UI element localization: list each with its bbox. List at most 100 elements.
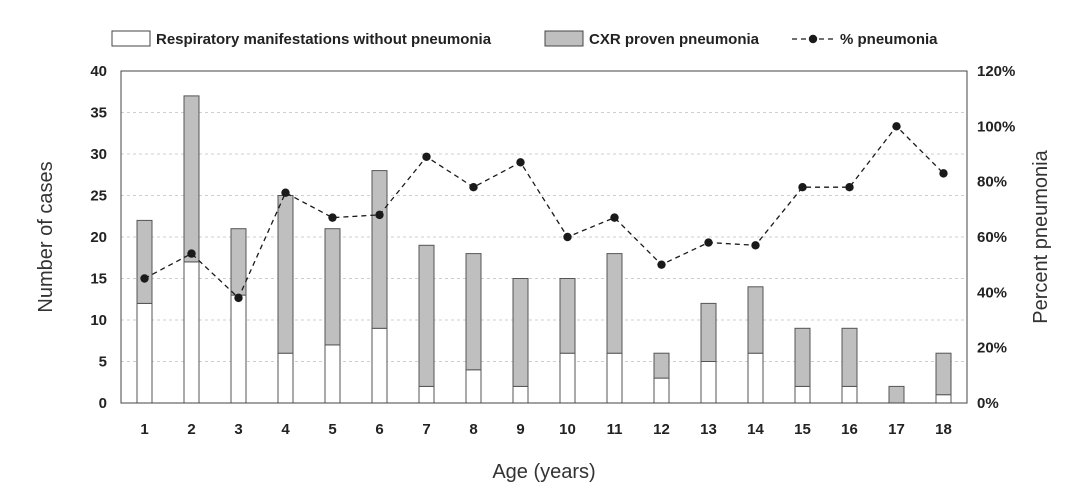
legend-label-without-pneumonia: Respiratory manifestations without pneum… [156, 31, 492, 48]
bar-cxr-pneumonia [465, 253, 482, 371]
y-tick-label: 10 [90, 312, 107, 329]
percent-pneumonia-point [939, 169, 948, 178]
bar-without-pneumonia [559, 352, 576, 404]
bar-cxr-pneumonia [747, 286, 764, 354]
y-tick-label: 0 [99, 395, 107, 412]
bar-cxr-pneumonia [324, 228, 341, 346]
gridlines [121, 112, 967, 362]
y-tick-label: 35 [90, 105, 107, 122]
bar-without-pneumonia [700, 361, 717, 404]
bar-cxr-pneumonia [136, 219, 153, 304]
x-tick-label: 11 [607, 421, 623, 438]
percent-pneumonia-point [422, 152, 431, 161]
percent-line [140, 122, 948, 303]
bar-cxr-pneumonia [183, 95, 200, 263]
x-tick-label: 13 [700, 421, 717, 438]
x-axis-ticks: 1 2 3 4 5 6 7 8 9 10 11 12 13 14 15 16 17 18 [140, 421, 952, 438]
percent-pneumonia-point [563, 232, 572, 242]
bar-cxr-pneumonia [371, 170, 388, 329]
bar-without-pneumonia [465, 369, 482, 404]
y-axis-right-ticks: 0% 20% 40% 60% 80% 100% 120% [977, 63, 1015, 412]
percent-pneumonia-point [798, 183, 807, 192]
bar-cxr-pneumonia [559, 278, 576, 354]
y-tick-label: 5 [99, 354, 107, 371]
y-right-tick-label: 60% [977, 229, 1007, 246]
bar-cxr-pneumonia [935, 352, 952, 396]
bar-without-pneumonia [277, 352, 294, 404]
bar-without-pneumonia [794, 385, 811, 404]
bar-without-pneumonia [747, 352, 764, 404]
legend-swatch-cxr-pneumonia [544, 30, 584, 47]
bar-without-pneumonia [841, 385, 858, 404]
percent-pneumonia-point [140, 274, 149, 283]
bar-cxr-pneumonia [888, 385, 905, 404]
bar-cxr-pneumonia [277, 195, 294, 354]
percent-pneumonia-point [845, 183, 854, 192]
percent-pneumonia-point [516, 158, 525, 167]
bar-cxr-pneumonia [794, 327, 811, 387]
x-tick-label: 14 [747, 421, 764, 438]
x-tick-label: 17 [888, 421, 905, 438]
percent-pneumonia-line [144, 125, 944, 299]
bar-without-pneumonia [324, 344, 341, 404]
percent-pneumonia-point [328, 213, 337, 222]
y-right-tick-label: 120% [977, 63, 1015, 80]
y-right-tick-label: 40% [977, 284, 1007, 301]
legend-label-cxr-pneumonia: CXR proven pneumonia [589, 31, 760, 48]
y-right-tick-label: 80% [977, 174, 1007, 191]
x-tick-label: 1 [140, 421, 148, 438]
y-tick-label: 15 [90, 271, 107, 288]
legend-swatch-percent-marker [808, 34, 818, 44]
x-tick-label: 3 [234, 421, 242, 438]
bar-without-pneumonia [512, 385, 529, 404]
bar-without-pneumonia [653, 377, 670, 404]
bar-cxr-pneumonia [606, 253, 623, 354]
x-tick-label: 5 [328, 421, 336, 438]
y-axis-right-title: Percent pneumonia [1030, 149, 1052, 323]
y-tick-label: 30 [90, 146, 107, 163]
y-tick-label: 40 [90, 63, 107, 80]
bar-without-pneumonia [183, 261, 200, 404]
percent-pneumonia-point [469, 183, 478, 192]
x-axis-title: Age (years) [492, 461, 595, 483]
percent-pneumonia-point [892, 122, 901, 131]
bar-cxr-pneumonia [653, 352, 670, 379]
percent-pneumonia-point [751, 241, 760, 250]
y-tick-label: 20 [90, 229, 107, 246]
x-tick-label: 7 [422, 421, 430, 438]
percent-pneumonia-point [704, 238, 713, 247]
percent-pneumonia-point [657, 260, 666, 269]
plot-frame [120, 70, 968, 404]
x-tick-label: 4 [281, 421, 290, 438]
bar-without-pneumonia [606, 352, 623, 404]
percent-pneumonia-point [375, 210, 384, 220]
percent-pneumonia-point [281, 188, 290, 197]
y-axis-left-ticks: 0 5 10 15 20 25 30 35 40 [90, 63, 107, 412]
bar-cxr-pneumonia [841, 327, 858, 387]
bar-cxr-pneumonia [512, 278, 529, 387]
legend-label-percent-pneumonia: % pneumonia [840, 31, 938, 48]
percent-pneumonia-point [610, 213, 619, 222]
x-tick-label: 2 [187, 421, 195, 438]
bars [136, 95, 952, 404]
bar-cxr-pneumonia [700, 302, 717, 362]
x-tick-label: 16 [841, 421, 858, 438]
y-right-tick-label: 100% [977, 118, 1015, 135]
y-right-tick-label: 20% [977, 340, 1007, 357]
legend-swatch-without-pneumonia [111, 30, 151, 47]
x-tick-label: 8 [469, 421, 477, 438]
percent-pneumonia-point [234, 293, 243, 303]
bar-without-pneumonia [418, 385, 435, 404]
x-tick-label: 6 [375, 421, 383, 438]
bar-without-pneumonia [935, 394, 952, 404]
y-axis-left-title: Number of cases [35, 161, 57, 312]
x-tick-label: 9 [516, 421, 524, 438]
y-right-tick-label: 0% [977, 395, 999, 412]
x-tick-label: 10 [559, 421, 576, 438]
x-tick-label: 18 [935, 421, 952, 438]
bar-cxr-pneumonia [418, 244, 435, 387]
legend: Respiratory manifestations without pneum… [111, 30, 938, 48]
bar-without-pneumonia [371, 327, 388, 404]
x-tick-label: 12 [653, 421, 670, 438]
